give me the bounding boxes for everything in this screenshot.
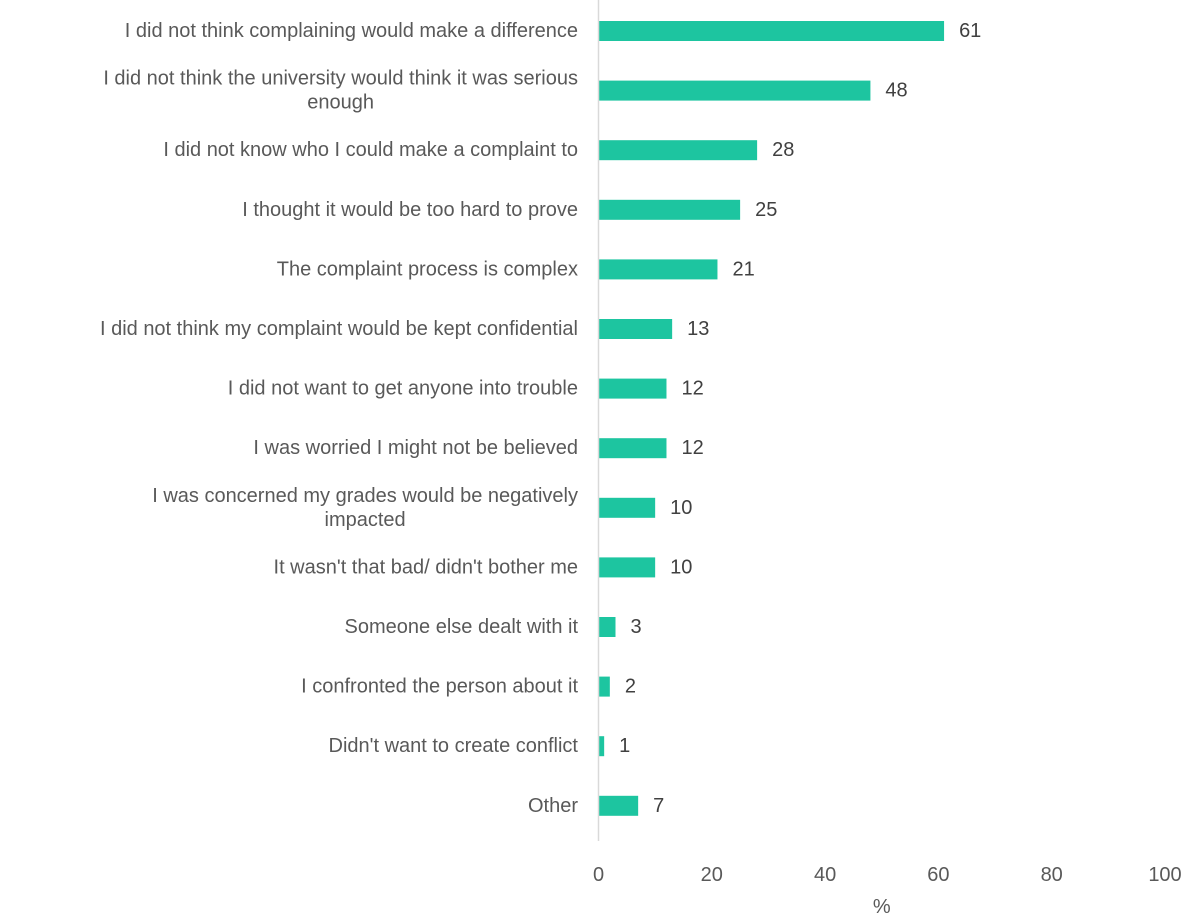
x-tick-label: 60 [927,864,949,886]
bar [598,795,639,816]
bar [598,21,945,41]
bar [598,140,758,161]
x-axis-title: % [873,896,891,918]
category-label: The complaint process is complex [277,258,578,280]
bar [598,378,667,399]
data-label: 10 [670,556,692,578]
category-labels-group: I did not think complaining would make a… [100,20,578,817]
category-label: I was worried I might not be believed [253,437,578,459]
bar [598,617,616,637]
bar [598,557,656,578]
data-label: 13 [687,318,709,340]
category-label: I did not think my complaint would be ke… [100,318,578,340]
x-tick-label: 0 [593,864,604,886]
data-label: 61 [959,20,981,42]
data-label: 2 [625,676,636,698]
data-label: 28 [772,139,794,161]
x-tick-label: 80 [1041,864,1063,886]
category-label: I confronted the person about it [301,676,578,698]
data-label: 12 [681,437,703,459]
bar [598,438,667,459]
bar [598,319,673,339]
data-label: 7 [653,795,664,817]
data-label: 1 [619,735,630,757]
category-label: It wasn't that bad/ didn't bother me [274,556,578,578]
category-label: Someone else dealt with it [345,616,579,638]
x-tick-label: 20 [701,864,723,886]
category-label: I did not know who I could make a compla… [163,139,578,161]
bar [598,199,741,220]
data-label: 21 [732,258,754,280]
category-label: I was concerned my grades would be negat… [152,485,578,531]
category-label: I thought it would be too hard to prove [242,199,578,221]
x-tick-label: 40 [814,864,836,886]
category-label: Didn't want to create conflict [329,735,579,757]
bar [598,736,605,757]
data-label: 10 [670,497,692,519]
category-label: Other [528,795,578,817]
data-label: 3 [630,616,641,638]
x-tick-label: 100 [1148,864,1181,886]
bar [598,497,656,518]
x-axis-ticks-group: 0 20 40 60 80 100 [593,864,1182,886]
data-label: 25 [755,199,777,221]
data-label: 48 [885,80,907,102]
category-label: I did not think complaining would make a… [125,20,578,42]
bar [598,259,718,280]
bar [598,80,871,101]
category-label: I did not want to get anyone into troubl… [228,378,578,400]
data-label: 12 [681,378,703,400]
category-label: I did not think the university would thi… [103,68,578,114]
bar [598,676,610,697]
bars-group [598,21,945,816]
